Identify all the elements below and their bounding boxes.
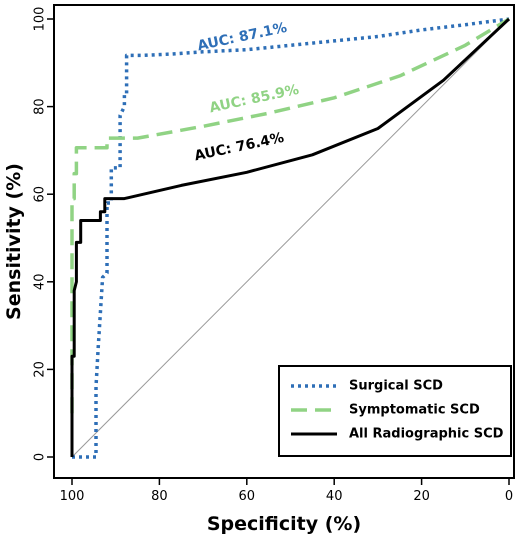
legend-label: Surgical SCD bbox=[349, 379, 443, 394]
chance-diagonal-line bbox=[71, 18, 510, 458]
y-tick-label: 40 bbox=[33, 274, 48, 291]
y-tick-label: 100 bbox=[33, 7, 48, 32]
x-axis-ticks: 100 80 60 40 20 0 bbox=[60, 478, 513, 504]
y-tick-label: 20 bbox=[33, 361, 48, 378]
x-tick-label: 100 bbox=[60, 489, 85, 504]
x-tick-label: 80 bbox=[151, 489, 168, 504]
auc-label: AUC: 76.4% bbox=[193, 130, 285, 165]
legend: Surgical SCD Symptomatic SCD All Radiograp… bbox=[278, 365, 512, 457]
y-axis-title: Sensitivity (%) bbox=[3, 163, 25, 320]
x-tick-label: 40 bbox=[326, 489, 343, 504]
auc-labels: AUC: 87.1% AUC: 85.9% AUC: 76.4% bbox=[193, 20, 300, 165]
legend-box bbox=[278, 365, 512, 457]
y-tick-label: 0 bbox=[33, 453, 48, 461]
roc-curve-surgical-scd bbox=[72, 17, 510, 459]
plot-frame bbox=[53, 4, 515, 479]
roc-curve-symptomatic-scd bbox=[70, 17, 510, 414]
x-tick-label: 0 bbox=[505, 489, 513, 504]
roc-curves bbox=[70, 17, 511, 459]
roc-curve-all-radiographic-scd bbox=[70, 17, 511, 457]
y-tick-label: 60 bbox=[33, 186, 48, 203]
x-tick-label: 20 bbox=[413, 489, 430, 504]
x-axis-title: Specificity (%) bbox=[207, 513, 361, 535]
auc-label: AUC: 85.9% bbox=[208, 82, 300, 117]
auc-label: AUC: 87.1% bbox=[196, 20, 288, 55]
y-axis-ticks: 0 20 40 60 80 100 bbox=[33, 7, 54, 461]
legend-label: Symptomatic SCD bbox=[349, 403, 480, 418]
legend-label: All Radiographic SCD bbox=[349, 427, 504, 442]
x-tick-label: 60 bbox=[239, 489, 256, 504]
y-tick-label: 80 bbox=[33, 98, 48, 115]
